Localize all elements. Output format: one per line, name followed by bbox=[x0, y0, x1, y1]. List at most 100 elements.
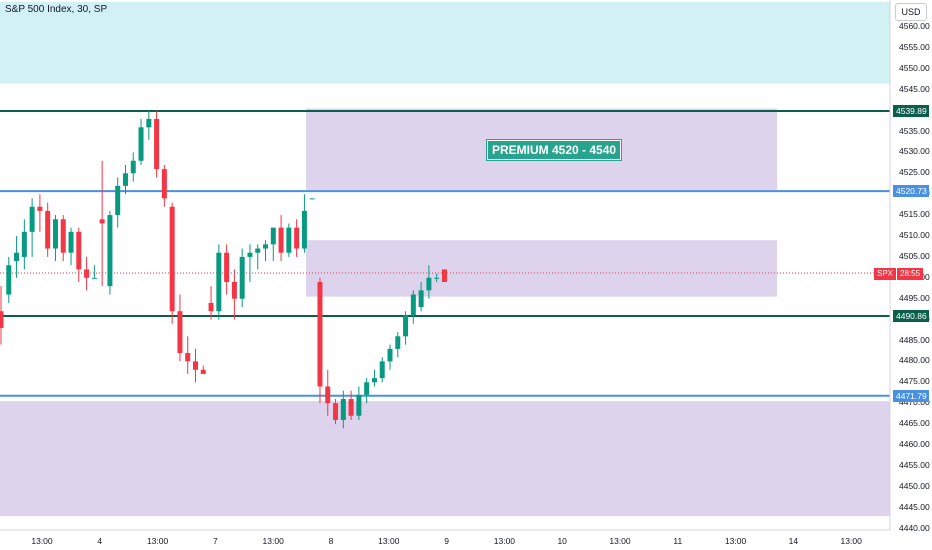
candle-body bbox=[76, 231, 82, 270]
candle bbox=[255, 244, 261, 270]
price-tick: 4485.00 bbox=[899, 334, 930, 345]
time-tick: 13:00 bbox=[840, 536, 862, 546]
candle-body bbox=[231, 281, 237, 299]
candle bbox=[76, 227, 82, 282]
zone-0 bbox=[0, 1, 890, 84]
price-tick: 4505.00 bbox=[899, 250, 930, 261]
candle-body bbox=[0, 311, 4, 328]
candle bbox=[146, 110, 152, 140]
candle-body bbox=[68, 231, 74, 253]
candle-body bbox=[247, 252, 253, 257]
candle bbox=[410, 290, 416, 324]
candle-body bbox=[138, 127, 144, 161]
time-tick: 14 bbox=[788, 536, 799, 546]
last-price-badge: SPX 28:55 bbox=[874, 268, 924, 280]
candle-body bbox=[441, 269, 447, 282]
candle bbox=[107, 210, 113, 295]
candle bbox=[263, 240, 269, 262]
price-tick: 4475.00 bbox=[899, 376, 930, 387]
price-tick: 4465.00 bbox=[899, 418, 930, 429]
candle-body bbox=[60, 219, 66, 253]
time-tick: 13:00 bbox=[262, 536, 284, 546]
candle bbox=[193, 348, 198, 383]
candle bbox=[200, 365, 206, 374]
time-tick: 10 bbox=[557, 536, 567, 546]
price-tick: 4550.00 bbox=[899, 62, 930, 73]
candle bbox=[208, 286, 214, 320]
candle bbox=[348, 390, 354, 420]
premium-zone-label: PREMIUM 4520 - 4540 bbox=[487, 140, 622, 160]
candle-body bbox=[410, 294, 416, 316]
candle bbox=[371, 369, 377, 387]
price-tick: 4460.00 bbox=[899, 439, 930, 449]
candle-body bbox=[177, 311, 183, 354]
candle bbox=[301, 194, 307, 253]
candle-body bbox=[294, 227, 300, 249]
candle bbox=[224, 244, 230, 295]
candle-body bbox=[37, 206, 43, 211]
candle bbox=[387, 344, 393, 370]
candle-body bbox=[122, 173, 128, 186]
candle bbox=[177, 294, 183, 362]
candle bbox=[60, 215, 66, 262]
candle-body bbox=[434, 277, 440, 279]
candle-body bbox=[239, 256, 245, 299]
price-tick: 4525.00 bbox=[899, 167, 930, 178]
candle bbox=[395, 332, 401, 358]
price-tick: 4535.00 bbox=[899, 125, 930, 136]
candle bbox=[441, 269, 447, 282]
candle-body bbox=[325, 386, 331, 404]
candle bbox=[286, 223, 292, 257]
currency-button[interactable]: USD bbox=[895, 3, 927, 21]
candle bbox=[68, 227, 74, 266]
candle bbox=[356, 386, 362, 420]
candle-body bbox=[379, 361, 385, 379]
candle bbox=[364, 378, 370, 404]
last-price-symbol: SPX bbox=[874, 268, 898, 280]
candle-body bbox=[317, 281, 323, 387]
price-tick: 4545.00 bbox=[899, 83, 930, 94]
candle bbox=[340, 390, 346, 429]
candle-body bbox=[45, 210, 51, 249]
price-tick: 4515.00 bbox=[899, 209, 930, 220]
candle bbox=[52, 215, 58, 262]
candle-body bbox=[301, 210, 307, 249]
price-tick: 4480.00 bbox=[899, 355, 930, 366]
candle-body bbox=[21, 231, 27, 257]
candle bbox=[379, 357, 385, 383]
candle bbox=[122, 164, 128, 195]
time-tick: 13:00 bbox=[609, 536, 631, 546]
time-tick: 13:00 bbox=[493, 536, 516, 546]
candle-body bbox=[99, 219, 105, 224]
candle bbox=[84, 256, 90, 291]
candle bbox=[169, 202, 175, 324]
candle bbox=[403, 311, 409, 345]
candle-body bbox=[270, 227, 276, 245]
time-tick: 8 bbox=[328, 536, 334, 546]
last-price-countdown: 28:55 bbox=[900, 269, 921, 278]
candle-body bbox=[130, 160, 136, 174]
candle-body bbox=[418, 290, 424, 308]
candle-body bbox=[224, 252, 230, 282]
candle bbox=[294, 219, 300, 257]
zone-2 bbox=[306, 240, 777, 297]
candle-body bbox=[216, 252, 222, 312]
candle-body bbox=[154, 118, 160, 170]
candle bbox=[6, 256, 12, 303]
time-tick: 11 bbox=[673, 536, 683, 546]
candle-body bbox=[84, 269, 90, 278]
candle bbox=[317, 277, 323, 404]
price-tick: 4445.00 bbox=[899, 501, 930, 512]
candle-body bbox=[309, 198, 315, 200]
candle-body bbox=[340, 399, 346, 420]
candle bbox=[231, 269, 237, 320]
candle-body bbox=[356, 394, 362, 416]
candle bbox=[239, 248, 245, 308]
candle-body bbox=[146, 118, 152, 128]
level-badge-0: 4539.89 bbox=[893, 105, 929, 118]
candle-body bbox=[161, 169, 167, 199]
candle-body bbox=[52, 219, 58, 249]
price-tick: 4440.00 bbox=[899, 522, 930, 533]
candle-body bbox=[29, 206, 35, 232]
